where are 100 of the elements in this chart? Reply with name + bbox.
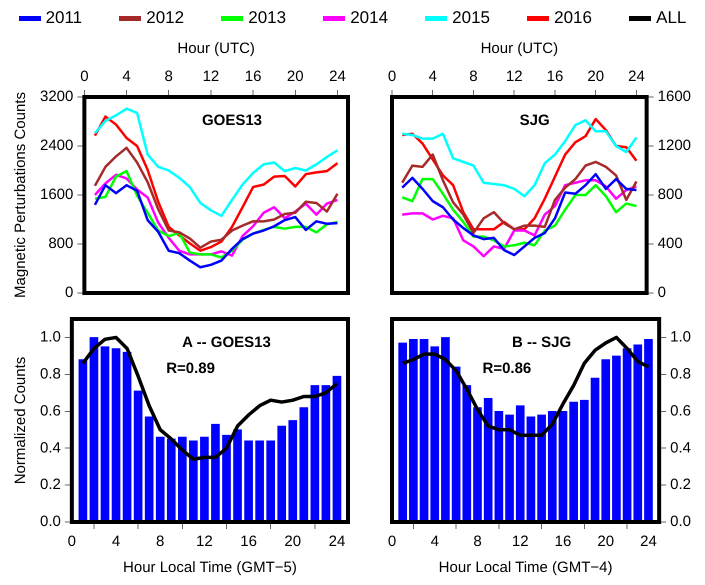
x-axis-title: Hour Local Time (GMT−4): [438, 559, 612, 576]
bar: [622, 348, 632, 522]
x-tick-label: 4: [122, 68, 131, 86]
y2-tick-label: 0.4: [670, 439, 692, 456]
y2-tick-label: 0.0: [670, 513, 692, 530]
annotation: R=0.86: [482, 360, 532, 378]
bar: [409, 338, 418, 522]
x-axis-title: Hour (UTC): [480, 40, 558, 58]
y2-tick-label: 1200: [658, 137, 692, 154]
bar: [484, 398, 493, 522]
legend-label: 2015: [452, 8, 490, 28]
y-tick-label: 2400: [40, 137, 74, 154]
x-tick-label: 16: [240, 533, 257, 550]
y2-tick-label: 1.0: [670, 328, 692, 346]
bar: [233, 429, 242, 522]
bar: [310, 385, 320, 522]
bar: [178, 436, 187, 522]
legend-label: 2013: [248, 8, 286, 28]
x-tick-label: 4: [430, 533, 439, 550]
y-tick-label: 0.8: [40, 366, 61, 383]
bar: [288, 420, 298, 522]
x-tick-label: 16: [244, 68, 262, 86]
bar: [144, 416, 154, 522]
bar: [78, 359, 88, 522]
bar: [112, 348, 120, 522]
x-tick-label: 8: [156, 533, 164, 550]
x-tick-label: 12: [196, 533, 213, 550]
bar: [569, 402, 578, 522]
x-tick-label: 8: [473, 533, 482, 550]
x-tick-label: 8: [164, 68, 173, 86]
bar: [505, 414, 514, 522]
x-tick-label: 24: [628, 68, 645, 86]
y2-tick-label: 0.6: [670, 402, 692, 420]
x-tick-label: 20: [587, 68, 604, 86]
bar: [322, 385, 330, 522]
y-tick-label: 1.0: [40, 328, 61, 346]
bar: [580, 400, 589, 522]
y2-tick-label: 800: [658, 186, 683, 204]
bar: [222, 434, 231, 522]
y-tick-label: 3200: [40, 88, 74, 106]
x-tick-label: 16: [546, 68, 564, 86]
y2-tick-label: 0.2: [670, 476, 692, 494]
x-tick-label: 24: [329, 68, 346, 86]
annotation: GOES13: [202, 112, 262, 130]
y2-tick-label: 0: [658, 284, 666, 302]
x-tick-label: 24: [640, 533, 657, 550]
bar: [633, 344, 642, 522]
x-tick-label: 4: [112, 533, 120, 550]
legend-label: ALL: [656, 8, 686, 28]
bar: [590, 378, 600, 522]
y-tick-label: 0.4: [40, 439, 61, 456]
bar: [122, 352, 132, 522]
bar: [644, 338, 653, 522]
bar: [244, 440, 253, 522]
x-axis-title: Hour (UTC): [177, 40, 255, 58]
bar: [516, 405, 525, 522]
bar: [200, 436, 209, 522]
y-tick-label: 0.2: [40, 476, 61, 494]
bar: [156, 436, 165, 522]
annotation: A -- GOES13: [182, 334, 271, 352]
bar: [494, 410, 504, 522]
bar: [462, 385, 472, 522]
x-tick-label: 12: [202, 68, 220, 86]
x-tick-label: 16: [554, 533, 572, 550]
y-axis-title: Magnetic Perturbations Counts: [12, 92, 30, 298]
bar: [299, 407, 308, 522]
x-tick-label: 0: [388, 68, 396, 86]
bar: [189, 440, 198, 522]
legend-label: 2012: [146, 8, 184, 28]
bar: [266, 440, 276, 522]
legend-label: 2014: [350, 8, 388, 28]
x-tick-label: 24: [328, 533, 346, 550]
annotation: SJG: [520, 112, 550, 130]
x-tick-label: 12: [506, 68, 523, 86]
bar: [430, 346, 440, 522]
bar: [332, 376, 342, 522]
y2-tick-label: 400: [658, 235, 683, 252]
bar: [134, 390, 142, 522]
x-tick-label: 0: [80, 68, 89, 86]
bar: [473, 407, 482, 522]
y-tick-label: 800: [48, 235, 74, 252]
x-tick-label: 0: [388, 533, 396, 550]
y-tick-label: 1600: [40, 186, 74, 204]
annotation: B -- SJG: [512, 334, 572, 352]
bar: [277, 426, 286, 522]
y-tick-label: 0: [65, 284, 74, 302]
x-tick-label: 20: [597, 533, 614, 550]
bar: [612, 356, 621, 522]
bar: [420, 338, 428, 522]
bar: [537, 414, 546, 522]
bar: [211, 424, 220, 522]
bar: [255, 440, 264, 522]
y-axis-title: Normalized Counts: [12, 356, 30, 484]
x-tick-label: 20: [286, 68, 304, 86]
x-tick-label: 12: [512, 533, 529, 550]
x-axis-title: Hour Local Time (GMT−5): [123, 559, 297, 576]
bar: [166, 438, 176, 522]
bar: [601, 359, 610, 522]
y-tick-label: 0.6: [40, 402, 61, 420]
annotation: R=0.89: [166, 360, 215, 378]
